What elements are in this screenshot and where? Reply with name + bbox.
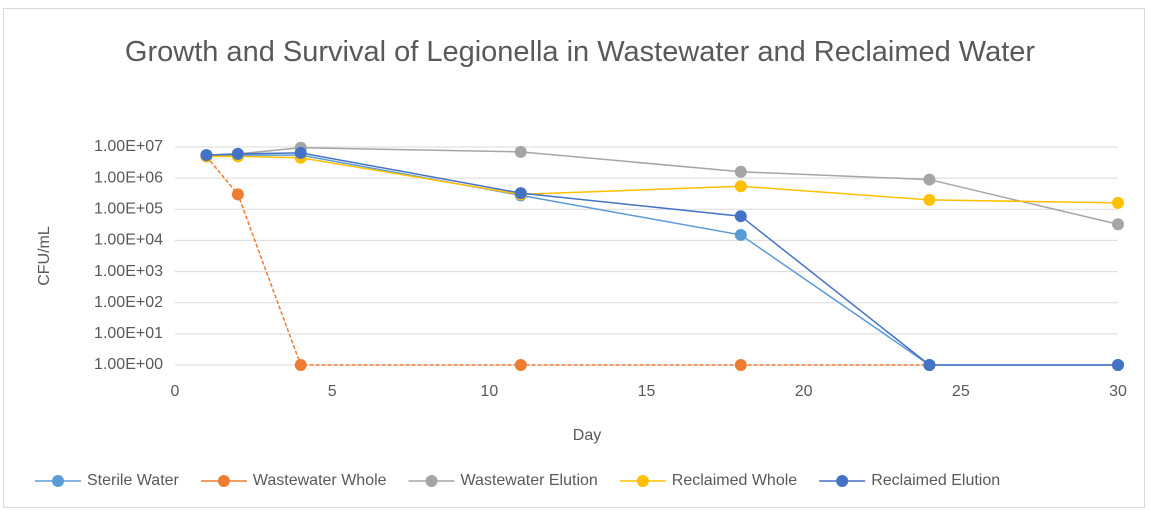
legend-label: Reclaimed Elution xyxy=(871,472,1000,489)
series-line xyxy=(206,146,1119,226)
x-tick-label: 15 xyxy=(638,383,656,400)
series-line xyxy=(205,155,930,366)
data-point xyxy=(1112,359,1124,371)
legend-marker xyxy=(52,475,64,487)
data-point xyxy=(514,187,527,200)
y-tick-label: 1.00E+06 xyxy=(94,169,163,186)
x-axis-title: Day xyxy=(573,427,601,444)
legend-marker xyxy=(836,475,849,487)
x-tick-label: 20 xyxy=(795,383,813,400)
legend-label: Reclaimed Whole xyxy=(672,472,797,489)
y-tick-label: 1.00E+04 xyxy=(94,232,163,249)
data-point xyxy=(923,193,936,206)
chart-frame xyxy=(3,8,1145,508)
legend-marker xyxy=(636,475,649,487)
data-point xyxy=(734,180,747,193)
x-tick-label: 30 xyxy=(1109,383,1127,400)
data-point xyxy=(734,210,747,223)
data-point xyxy=(1112,218,1124,231)
data-point xyxy=(923,173,936,186)
data-point xyxy=(1112,196,1124,209)
x-tick-label: 5 xyxy=(328,383,337,400)
data-point xyxy=(294,359,307,371)
data-point xyxy=(514,145,527,158)
legend-label: Wastewater Whole xyxy=(253,472,387,489)
data-point xyxy=(734,359,747,371)
x-tick-label: 0 xyxy=(171,383,180,400)
chart-title: Growth and Survival of Legionella in Was… xyxy=(124,36,1036,68)
y-tick-label: 1.00E+07 xyxy=(94,138,163,155)
y-axis-title: CFU/mL xyxy=(36,226,53,286)
data-point xyxy=(231,188,244,201)
x-tick-label: 25 xyxy=(952,383,970,400)
data-point xyxy=(734,228,747,241)
x-tick-label: 10 xyxy=(480,383,498,400)
y-tick-label: 1.00E+05 xyxy=(94,201,163,218)
legend-label: Wastewater Elution xyxy=(461,472,598,489)
data-point xyxy=(514,359,527,371)
y-tick-label: 1.00E+02 xyxy=(94,294,163,311)
y-tick-label: 1.00E+01 xyxy=(94,325,163,342)
data-point xyxy=(200,149,213,162)
data-point xyxy=(294,146,307,159)
data-point xyxy=(734,165,747,178)
legend-marker xyxy=(217,475,230,487)
legend-label: Sterile Water xyxy=(87,472,180,489)
y-tick-label: 1.00E+00 xyxy=(94,356,163,373)
y-tick-label: 1.00E+03 xyxy=(94,263,163,280)
data-point xyxy=(923,359,936,371)
data-point xyxy=(231,147,244,160)
series-line xyxy=(206,152,1118,366)
legend-marker xyxy=(425,475,438,487)
